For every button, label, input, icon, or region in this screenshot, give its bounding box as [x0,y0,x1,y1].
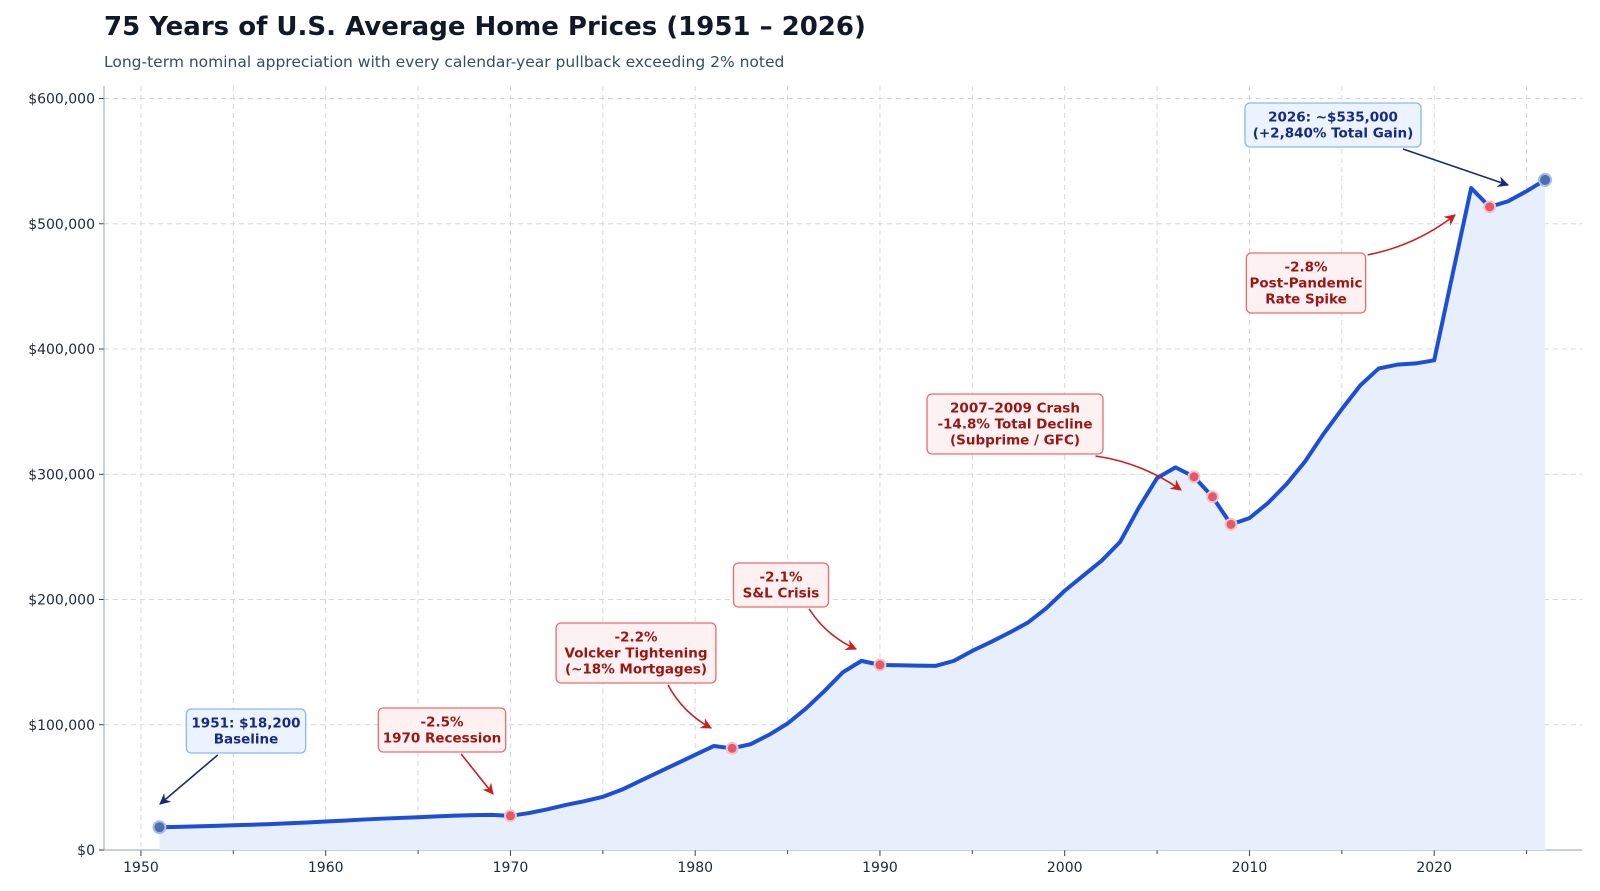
annotation-text: 1951: $18,200 [191,715,300,731]
y-tick-label: $0 [77,843,95,859]
decline-point [1224,517,1238,531]
y-tick-label: $100,000 [28,718,95,734]
annotation-text: (~18% Mortgages) [565,661,707,677]
price-line [157,177,1548,830]
decline-point [1187,470,1201,484]
y-tick-label: $500,000 [28,217,95,233]
x-tick-label: 1980 [677,860,713,876]
price-area-fill [159,179,1546,850]
annotation-text: Volcker Tightening [565,645,708,661]
annotation-arrow [460,753,494,795]
annotation-box [732,562,830,608]
x-tick-label: 1990 [862,860,898,876]
x-tick-label: 1970 [493,860,529,876]
annotation-text: (+2,840% Total Gain) [1253,125,1414,141]
y-tick-label: $400,000 [28,342,95,358]
decline-point [1483,200,1497,214]
decline-annotation: -2.5%1970 Recession [377,707,507,795]
annotation-text: -14.8% Total Decline [937,416,1092,432]
annotation-text: Post-Pandemic [1249,275,1362,291]
annotation-text: -2.2% [614,629,658,645]
decline-point [725,741,739,755]
annotation-text: Rate Spike [1265,291,1347,307]
annotation-text: -2.5% [420,714,464,730]
x-tick-label: 2020 [1416,860,1452,876]
y-tick-label: $200,000 [28,593,95,609]
x-tick-label: 2010 [1232,860,1268,876]
annotation-arrow [808,608,858,651]
decline-annotation: -2.2%Volcker Tightening(~18% Mortgages) [555,622,717,729]
chart-subtitle: Long-term nominal appreciation with ever… [104,53,785,71]
annotation-box [377,707,507,753]
annotation-box [926,393,1104,455]
decline-annotation: 2007–2009 Crash-14.8% Total Decline(Subp… [926,393,1182,491]
annotation-text: 2026: ~$535,000 [1268,109,1398,125]
value-annotation: 2026: ~$535,000(+2,840% Total Gain) [1244,102,1510,188]
annotation-text: Baseline [214,731,279,747]
x-tick-label: 1960 [308,860,344,876]
annotation-box [555,622,717,684]
annotation-text: -2.8% [1284,259,1328,275]
annotation-text: S&L Crisis [743,585,820,601]
annotation-text: 1970 Recession [383,730,502,746]
decline-point [873,658,887,672]
annotation-box [1244,102,1422,148]
x-tick-label: 1950 [123,860,159,876]
chart-title: 75 Years of U.S. Average Home Prices (19… [104,12,866,42]
endpoint-point [1538,172,1553,187]
y-tick-label: $300,000 [28,467,95,483]
x-tick-label: 2000 [1047,860,1083,876]
annotation-arrow [667,684,712,729]
decline-point [503,809,517,823]
annotation-arrow [1095,455,1182,491]
y-tick-label: $600,000 [28,92,95,108]
annotation-box [1245,252,1367,314]
annotation-text: 2007–2009 Crash [950,400,1080,416]
annotation-arrow [1402,148,1510,188]
annotation-arrow [159,754,219,805]
decline-annotation: -2.1%S&L Crisis [732,562,858,651]
annotation-box [185,708,307,754]
endpoint-point [152,820,167,835]
annotation-arrow [1367,214,1456,256]
decline-point [1206,490,1219,504]
annotation-text: (Subprime / GFC) [950,432,1080,448]
annotation-text: -2.1% [759,569,803,585]
